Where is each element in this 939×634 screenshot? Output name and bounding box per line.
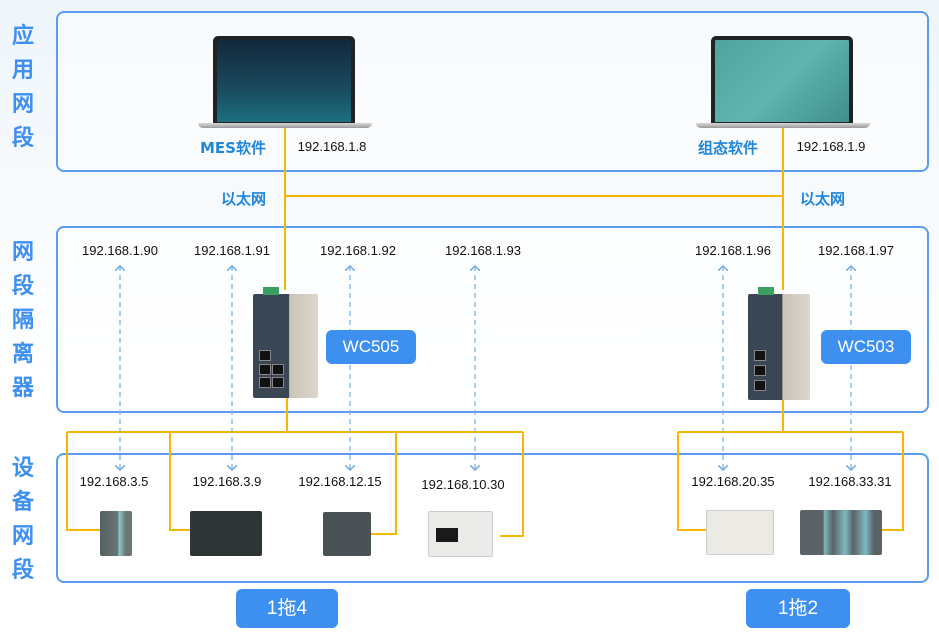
mes-ip: 192.168.1.8 [297,139,367,154]
plc-device-image [323,512,371,556]
gateway-ip: 192.168.1.92 [320,243,396,258]
wc503-ratio-label: 1拖2 [746,589,850,628]
label-char: 网 [11,240,34,265]
wc505-ratio-label: 1拖4 [236,589,338,628]
ethernet-label-right: 以太网 [800,190,846,208]
wc503-gateway-image [748,287,810,400]
label-char: 段 [11,558,34,583]
label-char: 隔 [11,308,34,333]
gateway-ip: 192.168.1.96 [695,243,771,258]
label-char: 设 [11,456,34,481]
scada-software-label: 组态软件 [698,139,759,157]
application-zone-label: 应 用 网 段 [10,20,36,156]
device-ip: 192.168.10.30 [421,477,505,492]
device-ip: 192.168.12.15 [298,474,382,489]
gateway-ip: 192.168.1.93 [445,243,521,258]
device-ip: 192.168.3.9 [192,474,262,489]
label-char: 离 [11,342,34,367]
bus-wc503 [677,400,904,531]
isolation-zone-label: 网 段 隔 离 器 [10,236,36,406]
label-char: 器 [11,376,34,401]
plc-device-image [800,510,882,555]
plc-device-image [706,510,774,555]
wc505-model-label: WC505 [326,330,416,364]
label-char: 用 [11,58,34,83]
wc503-model-label: WC503 [821,330,911,364]
ethernet-label-left: 以太网 [221,190,267,208]
plc-device-image [428,511,493,557]
label-char: 备 [11,490,34,515]
plc-device-image [190,511,262,556]
label-char: 网 [11,92,34,117]
wc505-gateway-image [253,287,318,398]
gateway-ip: 192.168.1.90 [82,243,158,258]
device-ip: 192.168.20.35 [691,474,775,489]
device-ip: 192.168.33.31 [808,474,892,489]
label-char: 应 [11,24,34,49]
gateway-ip: 192.168.1.91 [194,243,270,258]
bus-wc505 [66,398,524,537]
mes-software-label: MES软件 [200,139,266,157]
device-ip: 192.168.3.5 [79,474,149,489]
label-char: 段 [11,274,34,299]
label-char: 网 [11,524,34,549]
plc-device-image [100,511,132,556]
device-zone-label: 设 备 网 段 [10,452,36,588]
label-char: 段 [11,126,34,151]
gateway-ip: 192.168.1.97 [818,243,894,258]
scada-ip: 192.168.1.9 [796,139,866,154]
